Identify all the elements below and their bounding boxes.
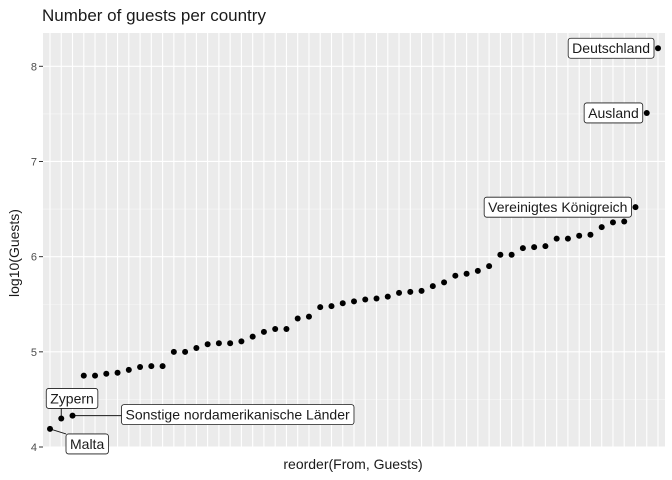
- data-point: [92, 372, 99, 379]
- data-point: [317, 304, 324, 311]
- annotation-label: Sonstige nordamerikanische Länder: [121, 404, 355, 425]
- annotation-text: Vereinigtes Königreich: [488, 199, 627, 215]
- annotation-text: Zypern: [50, 390, 94, 406]
- annotation-label: Vereinigtes Königreich: [483, 196, 632, 218]
- annotation-text: Sonstige nordamerikanische Länder: [126, 407, 350, 423]
- data-point: [351, 298, 357, 305]
- annotation-box: [65, 433, 109, 455]
- annotation-label: Deutschland: [567, 37, 655, 59]
- data-point: [452, 272, 459, 279]
- data-point: [609, 219, 616, 226]
- data-point: [396, 289, 403, 296]
- data-point: [305, 313, 312, 320]
- annotation-box: [121, 404, 355, 425]
- y-tick-label: 5: [31, 347, 37, 359]
- data-point: [508, 251, 515, 258]
- data-point: [429, 283, 436, 290]
- data-point: [215, 340, 222, 347]
- data-point: [58, 415, 65, 422]
- data-point: [587, 231, 594, 238]
- annotation-label: Ausland: [583, 102, 644, 124]
- data-point: [80, 372, 87, 379]
- data-point: [407, 288, 414, 295]
- annotation-text: Deutschland: [572, 40, 650, 56]
- data-point: [272, 325, 279, 332]
- data-point: [103, 370, 110, 377]
- data-point: [441, 279, 448, 286]
- data-point: [632, 204, 639, 211]
- data-point: [294, 315, 301, 322]
- data-point: [114, 369, 121, 376]
- annotation-text: Malta: [70, 436, 104, 452]
- data-point: [339, 300, 346, 307]
- data-point: [497, 251, 504, 258]
- data-point: [193, 345, 200, 352]
- annotation-text: Ausland: [588, 105, 639, 121]
- data-point: [283, 325, 290, 332]
- data-point: [148, 363, 155, 370]
- data-point: [238, 338, 245, 345]
- data-point: [249, 333, 256, 340]
- data-point: [564, 235, 571, 242]
- data-point: [384, 293, 391, 300]
- data-point: [182, 348, 189, 355]
- data-point: [159, 363, 166, 370]
- data-point: [170, 348, 177, 355]
- data-points: [47, 45, 661, 432]
- data-point: [542, 243, 549, 250]
- annotation-box: [45, 388, 99, 409]
- data-point: [137, 364, 144, 371]
- data-point: [373, 295, 380, 302]
- data-point: [260, 328, 267, 335]
- annotation-box: [483, 196, 632, 218]
- data-point: [486, 263, 493, 270]
- data-point: [47, 425, 53, 432]
- data-point: [69, 412, 76, 419]
- data-point: [463, 270, 470, 277]
- data-point: [204, 341, 211, 348]
- annotation-label: Malta: [65, 433, 109, 455]
- data-point: [474, 267, 481, 274]
- y-tick-label: 4: [31, 442, 37, 454]
- data-point: [519, 245, 526, 252]
- data-point: [227, 340, 234, 347]
- data-point: [328, 303, 335, 310]
- annotations: Malta Zypern Sonstige nordamerikanische Lä…: [45, 37, 655, 455]
- data-point: [553, 235, 560, 242]
- data-point: [643, 109, 650, 116]
- y-tick-label: 6: [31, 252, 37, 264]
- annotation-label: Zypern: [45, 388, 99, 409]
- annotation-box: [567, 37, 655, 59]
- data-point: [655, 45, 661, 52]
- data-point: [125, 366, 132, 373]
- data-point: [576, 232, 583, 239]
- y-axis-title: log10(Guests): [6, 209, 22, 297]
- annotation-box: [583, 102, 644, 124]
- data-point: [418, 287, 425, 294]
- data-point: [621, 218, 628, 225]
- x-axis-title: reorder(From, Guests): [283, 456, 422, 472]
- y-axis: 4 5 6 7 8: [31, 61, 43, 454]
- data-point: [362, 296, 369, 303]
- data-point: [531, 244, 538, 251]
- chart-title: Number of guests per country: [42, 6, 266, 25]
- grid-major: [43, 33, 665, 448]
- data-point: [598, 224, 605, 231]
- y-tick-label: 8: [31, 61, 37, 73]
- y-tick-label: 7: [31, 156, 37, 168]
